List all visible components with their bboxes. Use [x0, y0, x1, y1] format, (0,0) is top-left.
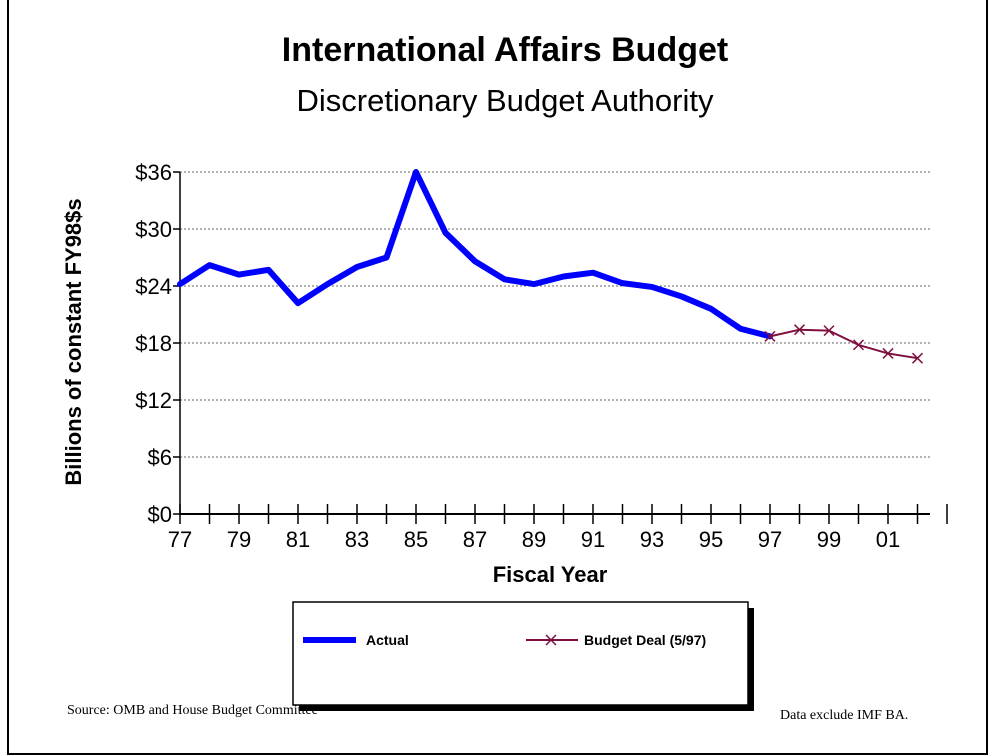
y-axis-title: Billions of constant FY98$s — [61, 198, 86, 485]
x-tick-label: 01 — [876, 527, 900, 552]
y-tick-label: $18 — [135, 331, 172, 356]
x-axis-title: Fiscal Year — [493, 562, 608, 587]
x-tick-label: 93 — [640, 527, 664, 552]
x-tick-label: 91 — [581, 527, 605, 552]
legend: Actual Budget Deal (5/97) — [293, 602, 754, 711]
x-tick-label: 79 — [227, 527, 251, 552]
legend-shadow-bottom — [299, 705, 754, 711]
chart-subtitle: Discretionary Budget Authority — [297, 83, 714, 118]
legend-label-actual: Actual — [366, 632, 409, 648]
x-tick-label: 99 — [817, 527, 841, 552]
x-tick-label: 83 — [345, 527, 369, 552]
legend-shadow-right — [748, 608, 754, 711]
y-tick-label: $6 — [148, 445, 172, 470]
y-tick-label: $36 — [135, 160, 172, 185]
x-axis-ticks: 77 79 81 83 85 87 89 91 93 95 97 99 01 — [168, 504, 947, 552]
gridlines — [180, 172, 930, 457]
y-tick-label: $0 — [148, 502, 172, 527]
source-note: Source: OMB and House Budget Committee — [67, 703, 318, 718]
x-tick-label: 89 — [522, 527, 546, 552]
y-axis-ticks: $0 $6 $12 $18 $24 $30 $36 — [135, 160, 180, 527]
legend-box — [293, 602, 748, 705]
series-line-actual — [180, 172, 770, 336]
y-tick-label: $24 — [135, 274, 172, 299]
x-tick-label: 81 — [286, 527, 310, 552]
x-tick-label: 95 — [699, 527, 723, 552]
series-line-budget-deal — [770, 330, 918, 359]
legend-label-budget-deal: Budget Deal (5/97) — [584, 632, 706, 648]
x-tick-label: 97 — [758, 527, 782, 552]
y-tick-label: $30 — [135, 217, 172, 242]
series-group — [180, 172, 923, 363]
x-tick-label: 85 — [404, 527, 428, 552]
x-tick-label: 77 — [168, 527, 192, 552]
chart-title: International Affairs Budget — [282, 31, 728, 69]
x-tick-label: 87 — [463, 527, 487, 552]
y-tick-label: $12 — [135, 388, 172, 413]
data-note: Data exclude IMF BA. — [780, 708, 908, 723]
